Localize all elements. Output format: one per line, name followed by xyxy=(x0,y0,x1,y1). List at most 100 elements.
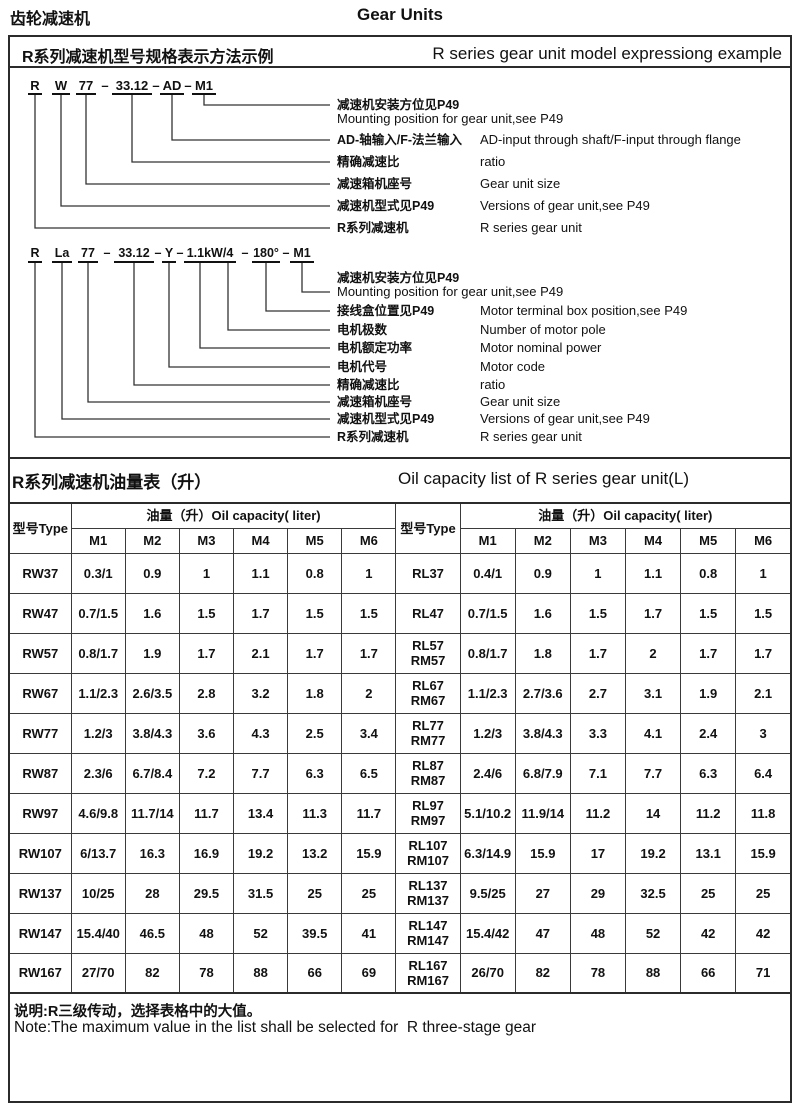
type-cell: RL47 xyxy=(395,592,461,634)
diagram1-label-cn: 减速机安装方位见P49 xyxy=(337,98,460,112)
value-cell: 3.1 xyxy=(624,672,682,714)
m-header: M5 xyxy=(680,527,737,554)
label-cn: 精确减速比 xyxy=(337,378,400,392)
value-cell: 42 xyxy=(735,912,792,954)
value-cell: 2 xyxy=(624,632,682,674)
value-cell: 1 xyxy=(341,552,397,594)
value-cell: 1.7 xyxy=(735,632,792,674)
value-cell: 6.3/14.9 xyxy=(459,832,516,874)
capacity-header: 油量（升）Oil capacity( liter) xyxy=(459,502,792,529)
value-cell: 7.1 xyxy=(569,752,626,794)
diagram2-label-row: 减速机型式见P49 Versions of gear unit,see P49 xyxy=(337,411,650,427)
label-cn: 减速机型式见P49 xyxy=(337,199,435,213)
type-cell: RL137 RM137 xyxy=(395,872,461,914)
value-cell: 71 xyxy=(735,952,792,994)
model-code-segment: R xyxy=(28,78,42,95)
value-cell: 2.7 xyxy=(569,672,626,714)
value-cell: 11.7/14 xyxy=(124,792,180,834)
value-cell: 1.7 xyxy=(287,632,343,674)
value-cell: 6.7/8.4 xyxy=(124,752,180,794)
value-cell: 1.5 xyxy=(569,592,626,634)
value-cell: 3 xyxy=(735,712,792,754)
model-code-segment: 180° xyxy=(252,246,280,263)
value-cell: 28 xyxy=(124,872,180,914)
divider xyxy=(8,66,792,68)
value-cell: 6.4 xyxy=(735,752,792,794)
label-cn: 精确减速比 xyxy=(337,155,400,169)
type-cell: RW107 xyxy=(8,832,72,874)
diagram2-label-row: 电机额定功率 Motor nominal power xyxy=(337,340,602,356)
m-header: M6 xyxy=(735,527,792,554)
value-cell: 11.2 xyxy=(680,792,737,834)
section2-title-cn: R系列减速机油量表（升） xyxy=(12,473,212,492)
m-header: M4 xyxy=(233,527,289,554)
model-code-separator: – xyxy=(101,78,109,93)
value-cell: 0.4/1 xyxy=(459,552,516,594)
label-cn: 减速箱机座号 xyxy=(337,395,413,409)
value-cell: 1 xyxy=(178,552,235,594)
label-cn: 电机极数 xyxy=(337,323,388,337)
m-header: M2 xyxy=(124,527,180,554)
value-cell: 1.7 xyxy=(680,632,737,674)
value-cell: 1.2/3 xyxy=(70,712,126,754)
value-cell: 27 xyxy=(514,872,571,914)
value-cell: 1.5 xyxy=(680,592,737,634)
value-cell: 10/25 xyxy=(70,872,126,914)
value-cell: 11.3 xyxy=(287,792,343,834)
label-en: Versions of gear unit,see P49 xyxy=(480,411,650,426)
value-cell: 4.6/9.8 xyxy=(70,792,126,834)
m-header: M5 xyxy=(287,527,343,554)
section1-title-cn: R系列减速机型号规格表示方法示例 xyxy=(22,49,274,66)
value-cell: 26/70 xyxy=(459,952,516,994)
value-cell: 0.9 xyxy=(514,552,571,594)
m-header: M4 xyxy=(624,527,682,554)
m-header: M2 xyxy=(514,527,571,554)
value-cell: 2.3/6 xyxy=(70,752,126,794)
value-cell: 41 xyxy=(341,912,397,954)
value-cell: 0.9 xyxy=(124,552,180,594)
model-code-segment: La xyxy=(52,246,72,263)
type-cell: RL37 xyxy=(395,552,461,594)
value-cell: 3.8/4.3 xyxy=(514,712,571,754)
diagram2-label-row: 减速箱机座号 Gear unit size xyxy=(337,395,560,410)
diagram1-label-row: 减速机型式见P49 Versions of gear unit,see P49 xyxy=(337,199,650,214)
value-cell: 2.8 xyxy=(178,672,235,714)
value-cell: 16.3 xyxy=(124,832,180,874)
value-cell: 29.5 xyxy=(178,872,235,914)
label-cn: 电机额定功率 xyxy=(337,341,413,355)
value-cell: 1.8 xyxy=(287,672,343,714)
value-cell: 6.5 xyxy=(341,752,397,794)
model-code-separator: – xyxy=(176,246,184,260)
value-cell: 0.3/1 xyxy=(70,552,126,594)
m-header: M3 xyxy=(569,527,626,554)
type-cell: RW137 xyxy=(8,872,72,914)
type-header: 型号Type xyxy=(8,502,72,554)
model-code-segment: M1 xyxy=(290,246,314,263)
diagram1-label-en: Mounting position for gear unit,see P49 xyxy=(337,111,564,126)
value-cell: 2 xyxy=(341,672,397,714)
value-cell: 15.9 xyxy=(735,832,792,874)
diagram1-label-row: 精确减速比 ratio xyxy=(337,155,505,170)
value-cell: 25 xyxy=(341,872,397,914)
m-header: M6 xyxy=(341,527,397,554)
value-cell: 1.1/2.3 xyxy=(70,672,126,714)
type-cell: RW37 xyxy=(8,552,72,594)
model-code-segment: 33.12 xyxy=(112,78,152,95)
value-cell: 3.4 xyxy=(341,712,397,754)
table-row: RW67 1.1/2.3 2.6/3.5 2.8 3.2 1.8 2 RL67 RM67 1.1/… xyxy=(8,672,792,714)
page-header-english: Gear Units xyxy=(357,5,443,24)
diagram2-label-row: R系列减速机 R series gear unit xyxy=(337,430,582,445)
value-cell: 1.5 xyxy=(287,592,343,634)
value-cell: 47 xyxy=(514,912,571,954)
value-cell: 66 xyxy=(680,952,737,994)
table-row: RW167 27/70 82 78 88 66 69 RL167 RM167 26/70 82 78 8… xyxy=(8,952,792,994)
value-cell: 14 xyxy=(624,792,682,834)
label-cn: AD-轴输入/F-法兰输入 xyxy=(337,133,462,147)
value-cell: 15.9 xyxy=(341,832,397,874)
type-cell: RL147 RM147 xyxy=(395,912,461,954)
value-cell: 19.2 xyxy=(233,832,289,874)
diagram2-label-row: 电机代号 Motor code xyxy=(337,360,545,375)
value-cell: 13.4 xyxy=(233,792,289,834)
table-row: RW47 0.7/1.5 1.6 1.5 1.7 1.5 1.5 RL47 0.7/1.5 1.6… xyxy=(8,592,792,634)
label-en: Motor nominal power xyxy=(480,340,602,355)
